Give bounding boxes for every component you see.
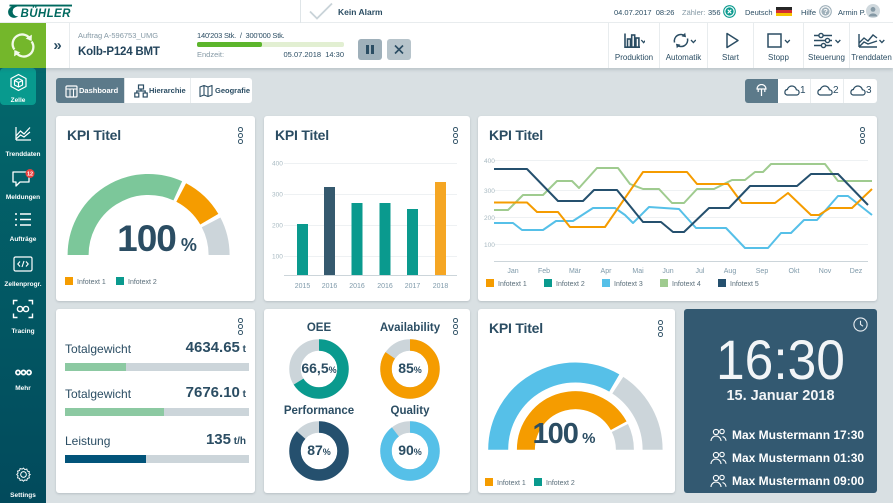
svg-text:Mär: Mär [569, 268, 582, 275]
svg-text:2016: 2016 [377, 283, 393, 290]
svg-text:Feb: Feb [538, 268, 550, 275]
svg-text:Nov: Nov [819, 268, 832, 275]
svg-text:12: 12 [27, 172, 33, 178]
svg-text:Dez: Dez [850, 268, 863, 275]
svg-text:BÜHLER: BÜHLER [21, 7, 72, 19]
svg-text:2015: 2015 [295, 283, 311, 290]
svg-text:Okt: Okt [789, 268, 800, 275]
svg-text:Jan: Jan [507, 268, 518, 275]
svg-text:Jun: Jun [662, 268, 673, 275]
svg-text:Aug: Aug [724, 268, 737, 275]
svg-text:2018: 2018 [433, 283, 449, 290]
svg-text:400: 400 [272, 161, 283, 168]
svg-text:Mai: Mai [632, 268, 644, 275]
svg-text:?: ? [823, 7, 828, 16]
svg-text:2016: 2016 [322, 283, 338, 290]
svg-text:400: 400 [484, 158, 495, 165]
svg-text:300: 300 [484, 188, 495, 195]
svg-text:200: 200 [272, 223, 283, 230]
svg-text:Apr: Apr [601, 268, 613, 275]
svg-text:2017: 2017 [405, 283, 421, 290]
svg-text:100: 100 [272, 254, 283, 261]
svg-text:200: 200 [484, 215, 495, 222]
svg-text:2016: 2016 [349, 283, 365, 290]
svg-text:Jul: Jul [696, 268, 705, 275]
svg-text:Sep: Sep [756, 268, 769, 275]
svg-text:300: 300 [272, 192, 283, 199]
svg-text:100: 100 [484, 242, 495, 249]
